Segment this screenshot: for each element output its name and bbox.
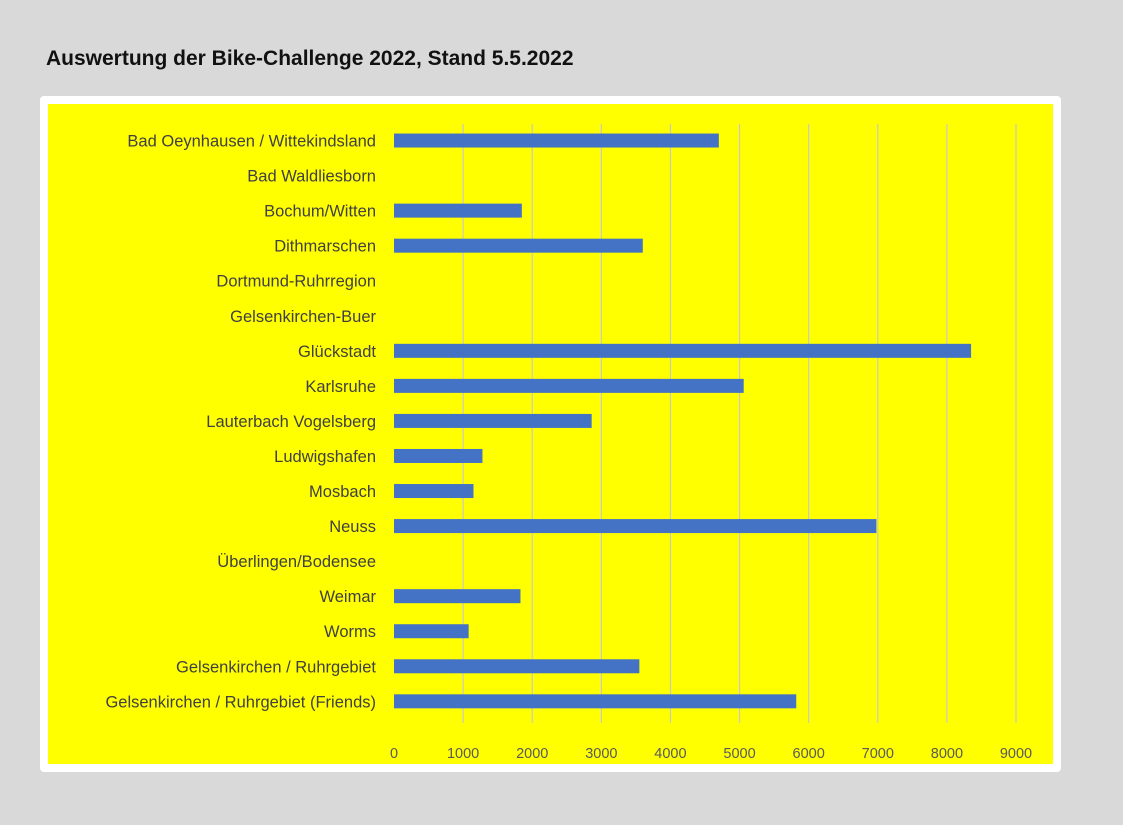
x-tick-label: 0 <box>390 746 398 762</box>
category-label: Mosbach <box>309 483 376 501</box>
category-labels: Bad Oeynhausen / Wittekindsland Bad Waldl… <box>105 133 376 712</box>
category-label: Neuss <box>329 518 376 536</box>
bar <box>394 589 521 604</box>
category-label: Gelsenkirchen / Ruhrgebiet (Friends) <box>105 693 376 711</box>
category-label: Dithmarschen <box>274 238 376 256</box>
category-label: Karlsruhe <box>305 378 376 396</box>
x-tick-label: 5000 <box>723 746 755 762</box>
plot-background <box>48 104 1053 764</box>
x-tick-label: 7000 <box>862 746 894 762</box>
bar <box>394 624 469 639</box>
bar <box>394 659 640 674</box>
category-label: Überlingen/Bodensee <box>217 553 376 571</box>
bar <box>394 448 483 463</box>
category-label: Worms <box>324 623 376 641</box>
category-label: Bad Oeynhausen / Wittekindsland <box>127 133 376 151</box>
category-label: Bochum/Witten <box>264 203 376 221</box>
bar <box>394 343 972 358</box>
page-title: Auswertung der Bike-Challenge 2022, Stan… <box>46 47 574 70</box>
category-label: Bad Waldliesborn <box>247 168 376 186</box>
bar <box>394 133 719 148</box>
x-tick-label: 8000 <box>931 746 963 762</box>
x-tick-labels: 0 1000 2000 3000 4000 5000 6000 7000 8000 9000 <box>390 746 1032 762</box>
x-tick-label: 9000 <box>1000 746 1032 762</box>
bar <box>394 413 592 428</box>
x-tick-label: 4000 <box>654 746 686 762</box>
bar <box>394 484 474 499</box>
category-label: Dortmund-Ruhrregion <box>216 273 376 291</box>
x-tick-label: 3000 <box>585 746 617 762</box>
chart-frame: Bad Oeynhausen / Wittekindsland Bad Waldl… <box>40 96 1061 772</box>
x-tick-label: 6000 <box>793 746 825 762</box>
bar <box>394 519 877 534</box>
bars <box>394 133 972 709</box>
chart-area: Bad Oeynhausen / Wittekindsland Bad Waldl… <box>48 104 1053 764</box>
bar <box>394 203 522 218</box>
category-label: Gelsenkirchen-Buer <box>230 308 376 326</box>
bar <box>394 378 744 393</box>
category-label: Ludwigshafen <box>274 448 376 466</box>
category-label: Weimar <box>319 588 376 606</box>
category-label: Glückstadt <box>298 343 376 361</box>
bar <box>394 238 643 253</box>
category-label: Gelsenkirchen / Ruhrgebiet <box>176 658 376 676</box>
x-tick-label: 1000 <box>447 746 479 762</box>
category-label: Lauterbach Vogelsberg <box>206 413 376 431</box>
bar <box>394 694 797 709</box>
x-tick-label: 2000 <box>516 746 548 762</box>
bar-chart: Bad Oeynhausen / Wittekindsland Bad Waldl… <box>48 104 1053 764</box>
